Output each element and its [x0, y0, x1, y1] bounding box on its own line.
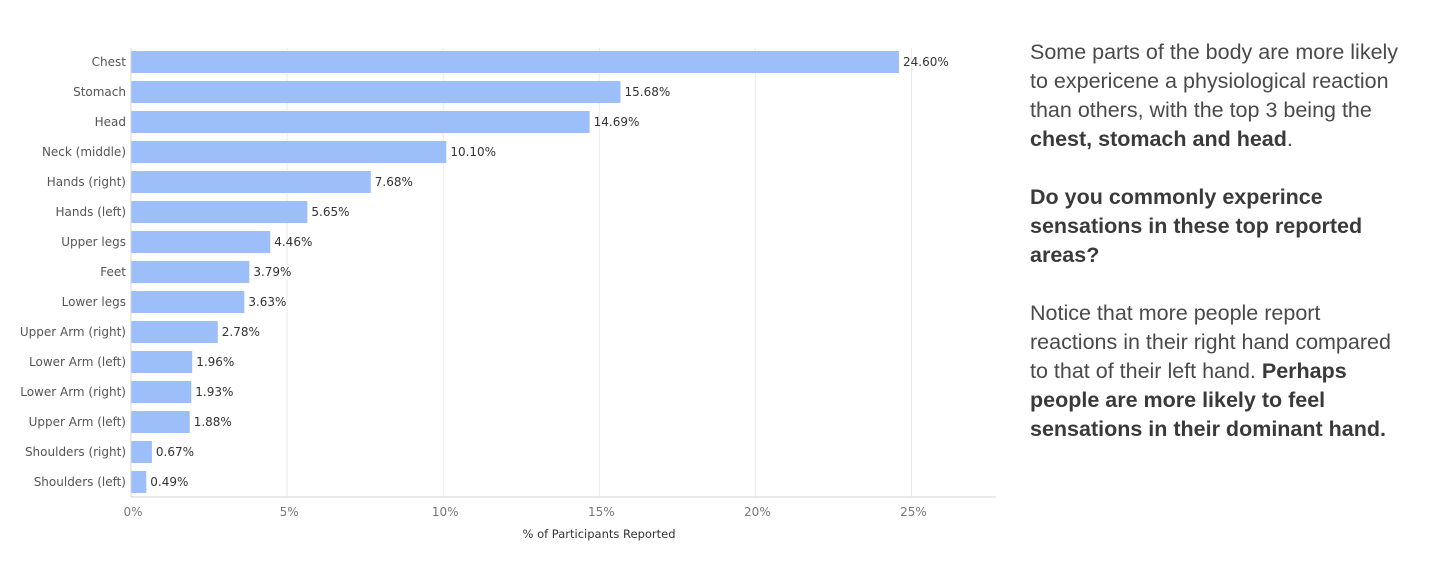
data-label: 14.69% [594, 115, 640, 129]
commentary-emphasis: Perhaps people are more likely to feel s… [1030, 359, 1386, 441]
data-label: 24.60% [903, 55, 949, 69]
data-label: 3.79% [253, 265, 291, 279]
category-label: Stomach [73, 85, 126, 99]
x-tick-label: 0% [123, 505, 142, 519]
bar [131, 471, 147, 493]
bar [131, 411, 190, 433]
commentary-panel: Some parts of the body are more likely t… [1030, 38, 1410, 473]
data-label: 0.67% [156, 445, 194, 459]
data-label: 3.63% [248, 295, 286, 309]
bar [131, 141, 447, 163]
bar [131, 51, 899, 73]
data-label: 5.65% [311, 205, 349, 219]
commentary-question: Do you commonly experince sensations in … [1030, 185, 1363, 267]
data-label: 1.96% [196, 355, 234, 369]
bar [131, 381, 192, 403]
commentary-paragraph-3: Notice that more people report reactions… [1030, 299, 1410, 444]
x-tick-label: 20% [744, 505, 771, 519]
x-axis-title: % of Participants Reported [522, 527, 675, 541]
bar [131, 441, 152, 463]
bar [131, 261, 250, 283]
commentary-text: Some parts of the body are more likely t… [1030, 40, 1399, 122]
x-tick-label: 10% [432, 505, 459, 519]
data-label: 2.78% [222, 325, 260, 339]
category-label: Shoulders (right) [25, 445, 126, 459]
bar [131, 81, 621, 103]
category-label: Hands (left) [56, 205, 126, 219]
bar [131, 321, 218, 343]
category-label: Hands (right) [47, 175, 126, 189]
data-label: 10.10% [450, 145, 496, 159]
category-label: Lower Arm (left) [29, 355, 126, 369]
labels-layer: Chest 24.60% Stomach 15.68% Head 14.69% Neck (… [20, 55, 949, 489]
bars-layer [131, 51, 899, 493]
bar [131, 201, 308, 223]
x-tick-label: 25% [900, 505, 927, 519]
commentary-paragraph-1: Some parts of the body are more likely t… [1030, 38, 1410, 154]
data-label: 1.93% [195, 385, 233, 399]
data-label: 4.46% [274, 235, 312, 249]
chart-svg: Chest 24.60% Stomach 15.68% Head 14.69% Neck (… [20, 48, 996, 541]
bar [131, 231, 271, 253]
x-tick-label: 5% [280, 505, 299, 519]
category-label: Feet [100, 265, 126, 279]
bar [131, 111, 590, 133]
bar [131, 291, 245, 313]
category-label: Neck (middle) [42, 145, 126, 159]
commentary-text: . [1286, 127, 1293, 151]
commentary-paragraph-2: Do you commonly experince sensations in … [1030, 183, 1410, 270]
data-label: 0.49% [150, 475, 188, 489]
bar-chart: Chest 24.60% Stomach 15.68% Head 14.69% Neck (… [20, 48, 996, 541]
category-label: Shoulders (left) [34, 475, 126, 489]
category-label: Lower legs [62, 295, 126, 309]
bar [131, 171, 371, 193]
category-label: Lower Arm (right) [20, 385, 126, 399]
data-label: 1.88% [194, 415, 232, 429]
category-label: Chest [92, 55, 127, 69]
x-axis: 0% 5% 10% 15% 20% 25% [123, 48, 996, 519]
category-label: Upper legs [61, 235, 126, 249]
commentary-text: Notice that more people report reactions… [1030, 301, 1391, 383]
category-label: Head [95, 115, 126, 129]
x-tick-label: 15% [588, 505, 615, 519]
category-label: Upper Arm (left) [29, 415, 126, 429]
data-label: 15.68% [625, 85, 671, 99]
category-label: Upper Arm (right) [20, 325, 126, 339]
commentary-emphasis: chest, stomach and head [1030, 127, 1287, 151]
bar [131, 351, 193, 373]
data-label: 7.68% [375, 175, 413, 189]
